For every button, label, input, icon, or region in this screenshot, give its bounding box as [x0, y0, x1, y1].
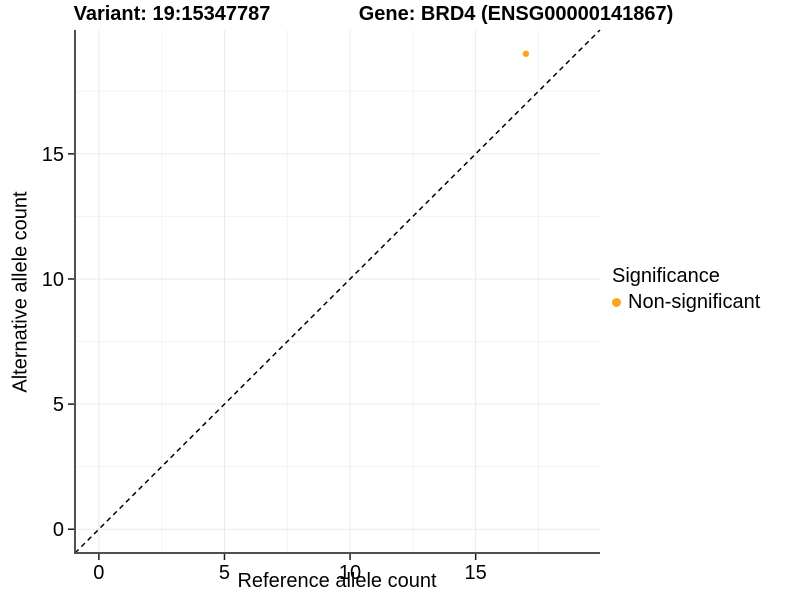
legend-item-label: Non-significant — [628, 291, 761, 313]
y-tick-label: 10 — [42, 269, 64, 291]
y-tick-label: 15 — [42, 144, 64, 166]
plot-title-variant: Variant: 19:15347787 — [73, 3, 271, 25]
identity-line — [74, 29, 601, 554]
legend-title: Significance — [612, 265, 720, 287]
legend-item: Non-significant — [612, 291, 760, 314]
y-tick-label: 5 — [53, 394, 64, 416]
x-axis-label: Reference allele count — [237, 570, 437, 592]
data-point — [522, 50, 530, 57]
legend: Significance Non-significant — [612, 265, 760, 314]
y-tick-label: 0 — [53, 519, 64, 541]
plot-title-gene: Gene: BRD4 (ENSG00000141867) — [358, 3, 674, 25]
y-axis-label: Alternative allele count — [9, 191, 32, 393]
legend-key-dot — [612, 298, 621, 307]
x-tick-label: 0 — [93, 562, 104, 584]
x-tick-label: 10 — [339, 562, 361, 584]
x-tick-label: 15 — [465, 562, 487, 584]
x-tick-label: 5 — [219, 562, 230, 584]
